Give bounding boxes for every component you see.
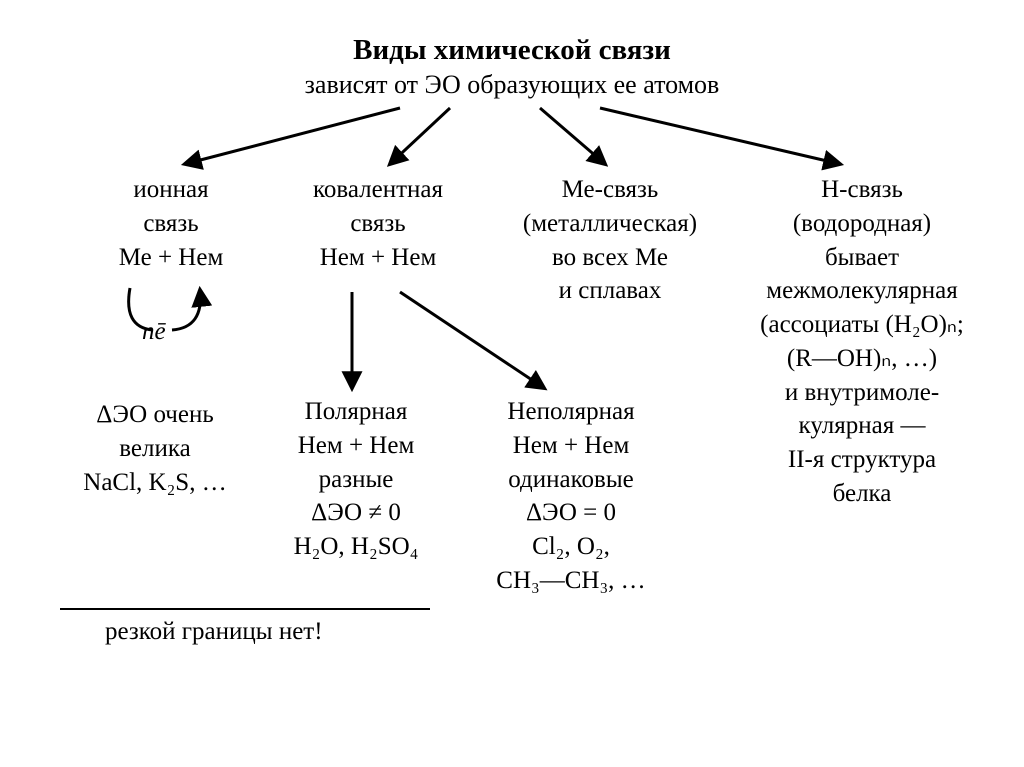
node-nonpolar: НеполярнаяНем + НемодинаковыеΔЭО = 0Cl₂,… [466, 395, 676, 598]
node-polar: ПолярнаяНем + НемразныеΔЭО ≠ 0H₂O, H₂SO₄ [256, 395, 456, 564]
node-ionic: ионнаясвязьМе + Нем [86, 173, 256, 274]
divider-line [60, 608, 430, 610]
footnote: резкой границы нет! [105, 618, 323, 646]
diagram-subtitle: зависят от ЭО образующих ее атомов [0, 70, 1024, 100]
node-ionic-detail: ΔЭО оченьвеликаNaCl, K₂S, … [60, 398, 250, 499]
diagram-title: Виды химической связи [0, 34, 1024, 67]
node-covalent: ковалентнаясвязьНем + Нем [278, 173, 478, 274]
electron-transfer-label: nē [142, 318, 166, 346]
node-hydrogen: Н-связь(водородная)бываетмежмолекулярная… [742, 173, 982, 511]
node-metallic: Ме-связь(металлическая)во всех Меи сплав… [500, 173, 720, 308]
